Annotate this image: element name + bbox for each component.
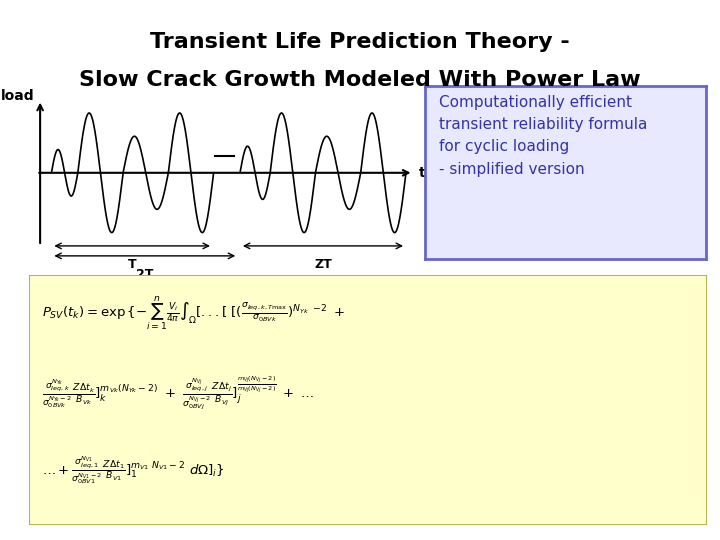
Text: 2T: 2T: [136, 268, 153, 281]
Text: $\ldots + \frac{\sigma_{Ieq,1}^{N_{V1}}}{\sigma_{0BV1}^{N_{V1}-2}} \frac{Z\Delta: $\ldots + \frac{\sigma_{Ieq,1}^{N_{V1}}}…: [42, 454, 225, 486]
Text: Slow Crack Growth Modeled With Power Law: Slow Crack Growth Modeled With Power Law: [79, 70, 641, 90]
Text: Transient Life Prediction Theory -: Transient Life Prediction Theory -: [150, 32, 570, 52]
Text: ZT: ZT: [314, 258, 332, 271]
Text: time: time: [419, 166, 454, 180]
Text: $\frac{\sigma_{Ieq,k}^{N_{Yk}}}{\sigma_{0BVk}^{N_{Yk}-2}} \frac{Z\Delta t_k}{B_{: $\frac{\sigma_{Ieq,k}^{N_{Yk}}}{\sigma_{…: [42, 375, 315, 412]
Text: $P_{SV}(t_k) = \exp\{-\sum_{i=1}^{n} \frac{V_i}{4\pi} \int_\Omega [...[\ [(\frac: $P_{SV}(t_k) = \exp\{-\sum_{i=1}^{n} \fr…: [42, 295, 346, 333]
Text: load: load: [1, 89, 35, 103]
Text: Computationally efficient
transient reliability formula
for cyclic loading
- sim: Computationally efficient transient reli…: [439, 95, 647, 177]
Text: T: T: [128, 258, 137, 271]
